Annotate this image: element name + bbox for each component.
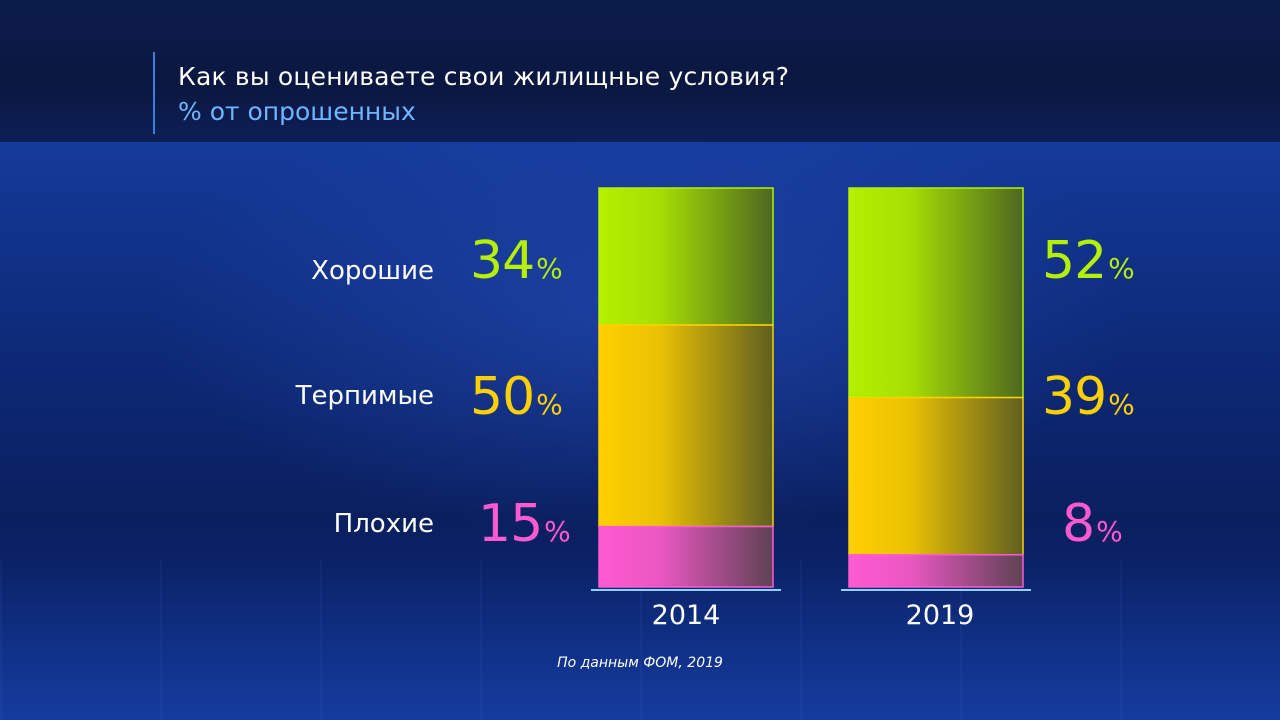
bar-segment-good-2014 [598,187,774,326]
value-unit: % [1096,515,1123,548]
legend-label-tolerable: Терпимые [295,381,434,411]
value-unit: % [1108,388,1135,421]
value-number: 8 [1062,494,1095,554]
value-unit: % [544,515,571,548]
value-unit: % [536,388,563,421]
bar-segment-good-2019 [848,187,1024,399]
value-label-tolerable-2014: 50% [470,367,563,427]
source-note: По данным ФОМ, 2019 [557,655,723,671]
legend-label-good: Хорошие [311,256,434,286]
value-number: 50 [470,367,535,427]
title-accent-bar [153,52,155,134]
bar-segment-bad-2014 [598,525,774,588]
x-tick-label-2014: 2014 [651,600,721,631]
value-label-bad-2014: 15% [478,494,571,554]
value-label-tolerable-2019: 39% [1042,367,1135,427]
value-unit: % [1108,252,1135,285]
value-number: 15 [478,494,543,554]
chart-subtitle: % от опрошенных [178,97,416,126]
chart-title: Как вы оцениваете свои жилищные условия? [178,62,790,91]
value-number: 39 [1042,367,1107,427]
value-label-good-2014: 34% [470,231,563,291]
value-number: 34 [470,231,535,291]
bar-segment-bad-2019 [848,554,1024,588]
value-number: 52 [1042,231,1107,291]
value-unit: % [536,252,563,285]
bar-segment-tolerable-2014 [598,324,774,528]
bar-segment-tolerable-2019 [848,396,1024,556]
value-label-good-2019: 52% [1042,231,1135,291]
x-tick-label-2019: 2019 [905,600,975,631]
header-background [0,0,1280,142]
value-label-bad-2019: 8% [1062,494,1123,554]
legend-label-bad: Плохие [333,509,434,539]
